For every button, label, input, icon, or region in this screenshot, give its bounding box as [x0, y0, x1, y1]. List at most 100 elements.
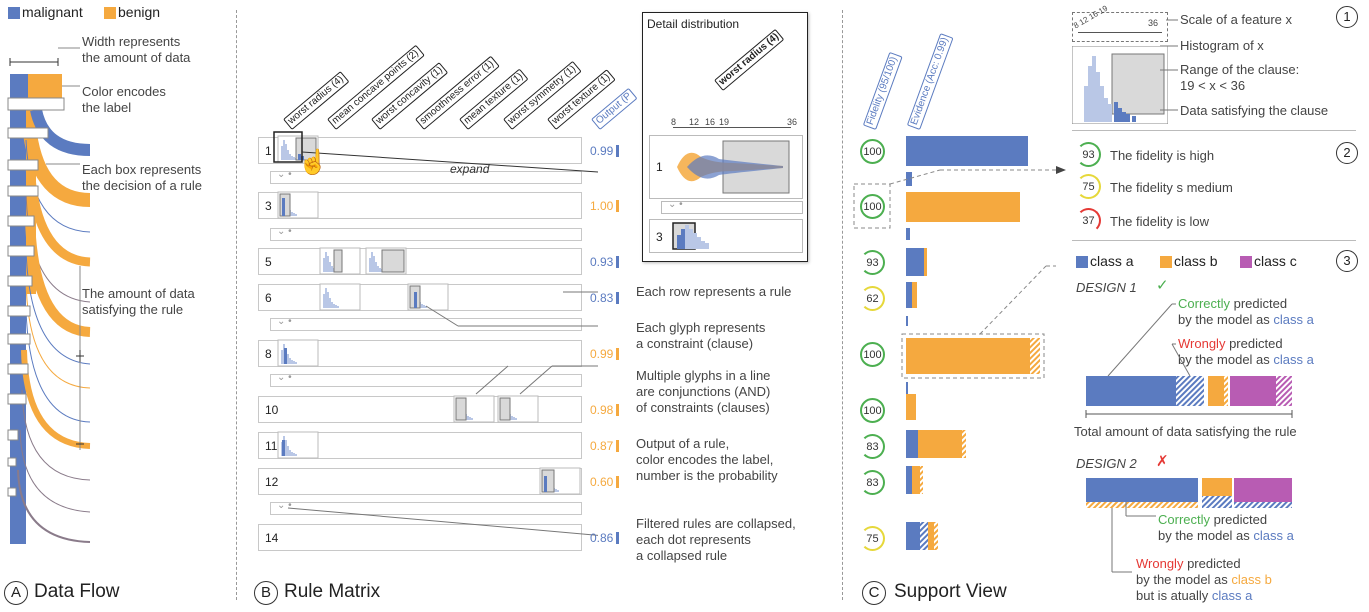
- class-c-label: class c: [1254, 253, 1297, 269]
- class-b-label: class b: [1174, 253, 1218, 269]
- note-output-3: number is the probability: [636, 468, 778, 483]
- fidelity-circle: 100: [860, 194, 885, 219]
- output-tick: [616, 256, 619, 268]
- class-c-swatch: [1240, 256, 1252, 268]
- legend1-scale: Scale of a feature x: [1180, 12, 1293, 27]
- legend2-text-high: The fidelity is high: [1110, 148, 1215, 163]
- detail-row-1-id: 1: [656, 160, 663, 174]
- note-filtered-2: each dot represents: [636, 532, 751, 547]
- rule-id: 5: [265, 255, 272, 269]
- d2-wrong-line3: but is atually class a: [1136, 588, 1253, 603]
- legend-benign-label: benign: [118, 4, 161, 20]
- output-tick: [616, 292, 619, 304]
- divider-b-c: [842, 10, 843, 600]
- note-filtered-1: Filtered rules are collapsed,: [636, 516, 796, 531]
- output-tick: [616, 145, 619, 157]
- rule-id: 11: [265, 439, 278, 453]
- rule-row[interactable]: 5: [258, 248, 582, 275]
- hand-cursor-icon: ☝: [298, 149, 328, 176]
- box-note-line1: Each box represents: [82, 162, 202, 177]
- fidelity-circle: 93: [860, 250, 885, 275]
- rule-output: 0.99: [590, 144, 614, 158]
- collapsed-rules[interactable]: ⌄ •: [270, 500, 582, 515]
- collapsed-rules[interactable]: ⌄ •: [270, 169, 582, 184]
- collapsed-rules[interactable]: ⌄ •: [270, 372, 582, 387]
- legend2-circle-low: 37: [1076, 208, 1101, 233]
- panel-b-title: Rule Matrix: [284, 581, 381, 602]
- detail-tick-16: 16: [705, 117, 716, 127]
- detail-title: Detail distribution: [647, 17, 740, 31]
- rule-row[interactable]: 14: [258, 524, 582, 551]
- fidelity-header[interactable]: Fidelity (95/100): [862, 52, 903, 130]
- legend1-range-2: 19 < x < 36: [1180, 78, 1246, 93]
- note-row: Each row represents a rule: [636, 284, 792, 299]
- rule-id: 12: [265, 475, 279, 489]
- fidelity-circle: 62: [860, 286, 885, 311]
- design1-label: DESIGN 1: [1076, 280, 1137, 295]
- d2-wrong-line1: Wrongly predicted: [1136, 556, 1241, 571]
- panel-a-title: Data Flow: [34, 581, 120, 602]
- scale-box: [1072, 12, 1168, 42]
- detail-collapsed[interactable]: ⌄ •: [661, 199, 803, 214]
- design1-check-icon: ✓: [1156, 277, 1169, 294]
- d1-wrong-line2: by the model as class a: [1178, 352, 1314, 367]
- note-glyph-1: Each glyph represents: [636, 320, 766, 335]
- box-note-line2: the decision of a rule: [82, 178, 202, 193]
- output-tick: [616, 348, 619, 360]
- fidelity-circle: 83: [860, 434, 885, 459]
- panel-a-letter: A: [4, 581, 28, 605]
- feature-header-4[interactable]: smoothness error (1): [415, 55, 500, 130]
- color-note-line1: Color encodes: [82, 84, 166, 99]
- rule-id: 14: [265, 531, 279, 545]
- detail-feature: worst radius (4): [714, 28, 785, 91]
- design1-bar: [1085, 303, 1293, 418]
- note-glyph-2: a constraint (clause): [636, 336, 754, 351]
- panel-c-title: Support View: [894, 581, 1007, 602]
- rule-row[interactable]: 12: [258, 468, 582, 495]
- note-output-1: Output of a rule,: [636, 436, 730, 451]
- divider-a-b: [236, 10, 237, 600]
- d2-wrong-line2: by the model as class b: [1136, 572, 1272, 587]
- rule-id: 6: [265, 291, 272, 305]
- panel-b-letter: B: [254, 581, 278, 605]
- rule-id: 3: [265, 199, 272, 213]
- amount-note-line2: satisfying the rule: [82, 302, 184, 317]
- d2-correct-line1: Correctly predicted: [1158, 512, 1268, 527]
- legend2-text-medium: The fidelity s medium: [1110, 180, 1233, 195]
- detail-distribution-panel: Detail distribution worst radius (4) 8 1…: [642, 12, 808, 262]
- rule-output: 0.98: [590, 403, 614, 417]
- rule-output: 0.87: [590, 439, 614, 453]
- output-tick: [616, 532, 619, 544]
- collapsed-rules[interactable]: ⌄ •: [270, 316, 582, 331]
- d1-correct-line2: by the model as class a: [1178, 312, 1314, 327]
- note-multi-1: Multiple glyphs in a line: [636, 368, 771, 383]
- evidence-header[interactable]: Evidence (Acc: 0.99): [906, 32, 954, 130]
- rule-output: 0.86: [590, 531, 614, 545]
- output-tick: [616, 476, 619, 488]
- legend2-circle-high: 93: [1076, 142, 1101, 167]
- legend1-hist: Histogram of x: [1180, 38, 1264, 53]
- fidelity-circle: 100: [860, 342, 885, 367]
- legend1-satisfy: Data satisfying the clause: [1180, 103, 1329, 118]
- collapsed-rules[interactable]: ⌄ •: [270, 226, 582, 241]
- legend3-number: 3: [1336, 250, 1358, 272]
- detail-row-3: 3: [649, 219, 803, 253]
- output-tick: [616, 404, 619, 416]
- detail-tick-8: 8: [671, 117, 677, 127]
- clause-glyphs: [273, 131, 598, 536]
- rule-id: 8: [265, 347, 272, 361]
- note-filtered-3: a collapsed rule: [636, 548, 728, 563]
- detail-violin: [677, 140, 790, 194]
- detail-hist: [672, 222, 709, 250]
- legend-malignant-label: malignant: [22, 4, 83, 20]
- scale-end: 36: [1148, 18, 1159, 28]
- note-output-2: color encodes the label,: [636, 452, 774, 467]
- rule-output: 0.99: [590, 347, 614, 361]
- fidelity-circle: 83: [860, 470, 885, 495]
- legend-divider: [1072, 130, 1356, 131]
- d1-correct-line1: Correctly predicted: [1178, 296, 1288, 311]
- rule-output: 0.93: [590, 255, 614, 269]
- evidence-bars: [853, 136, 1066, 550]
- class-a-swatch: [1076, 256, 1088, 268]
- detail-tick-19: 19: [719, 117, 730, 127]
